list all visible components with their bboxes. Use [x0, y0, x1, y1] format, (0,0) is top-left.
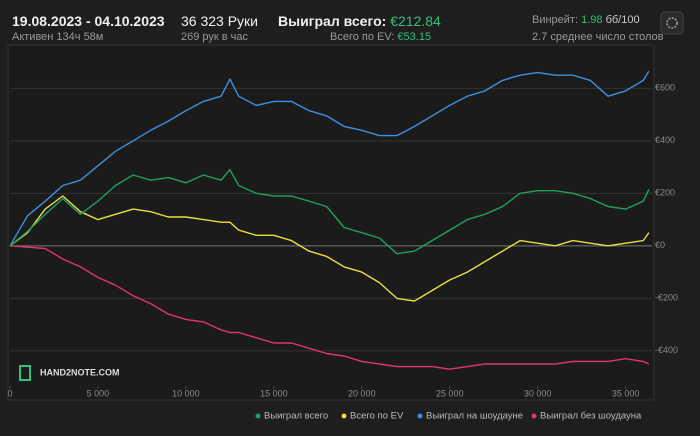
- legend-swatch: [255, 413, 261, 419]
- y-tick-label: €200: [655, 188, 675, 198]
- x-tick-label: 15 000: [260, 388, 288, 398]
- ev-label: Всего по EV:: [330, 31, 395, 43]
- legend-item[interactable]: Всего по EV: [341, 411, 404, 422]
- winrate-label: Винрейт:: [532, 14, 579, 26]
- y-tick-label: €400: [655, 135, 675, 145]
- ev-value: €53.15: [397, 31, 432, 43]
- settings-button[interactable]: [660, 11, 684, 35]
- legend-swatch: [341, 413, 347, 419]
- hands-per-hour: 269 рук в час: [181, 31, 249, 43]
- x-tick-label: 25 000: [436, 388, 464, 398]
- series-line: [9, 195, 650, 302]
- winrate-unit: бб/100: [605, 14, 640, 26]
- y-tick-label: -€200: [655, 293, 678, 303]
- legend-item[interactable]: Выиграл всего: [255, 411, 329, 422]
- hands: 36 323 Руки: [181, 13, 258, 29]
- x-tick-label: 10 000: [172, 388, 200, 398]
- legend-item[interactable]: Выиграл на шоудауне: [417, 411, 524, 422]
- legend-label: Всего по EV: [350, 411, 404, 422]
- tables: 2.7 среднее число столов: [532, 31, 664, 43]
- y-tick-label: €600: [655, 83, 675, 93]
- series-line: [9, 245, 650, 370]
- x-tick-label: 20 000: [348, 388, 376, 398]
- series-line: [9, 169, 650, 255]
- active-time: Активен 134ч 58м: [12, 31, 104, 43]
- x-tick-label: 30 000: [524, 388, 552, 398]
- winrate: Винрейт: 1.98 бб/100: [532, 14, 640, 26]
- period: 19.08.2023 - 04.10.2023: [12, 13, 165, 29]
- legend-label: Выиграл без шоудауна: [540, 411, 642, 422]
- legend-swatch: [417, 413, 423, 419]
- gear-icon: [666, 17, 678, 29]
- y-tick-label: €0: [655, 240, 665, 250]
- won-value: €212.84: [390, 13, 441, 29]
- x-tick-label: 0: [7, 388, 12, 398]
- ev-total: Всего по EV: €53.15: [330, 31, 431, 43]
- series-line: [9, 70, 650, 247]
- y-tick-label: -€400: [655, 345, 678, 355]
- legend-swatch: [531, 413, 537, 419]
- x-tick-label: 35 000: [612, 388, 640, 398]
- logo: HAND2NOTE.COM: [40, 367, 120, 377]
- plot-frame: [7, 44, 655, 401]
- legend-item[interactable]: Выиграл без шоудауна: [531, 411, 643, 422]
- legend-label: Выиграл всего: [264, 411, 328, 422]
- x-tick-label: 5 000: [87, 388, 110, 398]
- won-label: Выиграл всего:: [278, 13, 387, 29]
- won-total: Выиграл всего: €212.84: [278, 13, 441, 29]
- legend-label: Выиграл на шоудауне: [426, 411, 523, 422]
- winrate-value: 1.98: [581, 14, 603, 26]
- logo-icon: [19, 365, 31, 381]
